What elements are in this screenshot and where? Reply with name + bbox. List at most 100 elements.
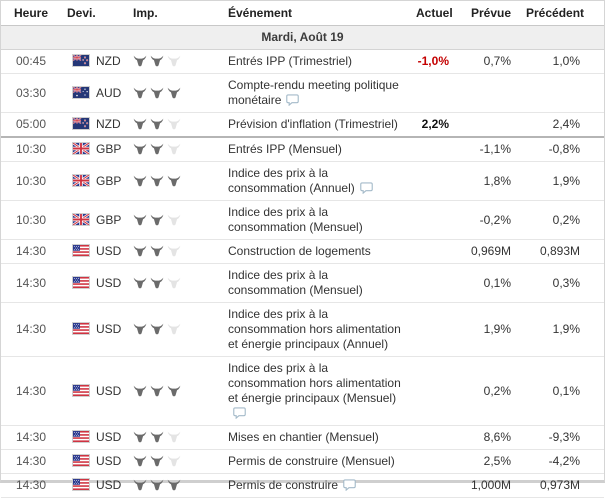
event-cell[interactable]: Indice des prix à la consommation hors a… [222, 356, 410, 426]
event-label[interactable]: Entrés IPP (Trimestriel) [228, 54, 353, 68]
bull-icon [150, 245, 164, 257]
forecast-value: 2,5% [458, 449, 520, 474]
bull-icon [167, 55, 181, 67]
event-row[interactable]: 14:30 USD Indice des prix à la consommatio… [1, 356, 604, 426]
currency-code: GBP [96, 173, 122, 188]
importance-cell [127, 200, 222, 240]
actual-value [410, 449, 458, 474]
column-header-importance: Imp. [127, 1, 222, 26]
bull-icon [167, 175, 181, 186]
forecast-value: 1,9% [458, 302, 520, 357]
event-row[interactable]: 14:30 USD Indice des prix à la consommatio… [1, 263, 604, 303]
actual-value [410, 425, 458, 450]
event-label[interactable]: Indice des prix à la consommation (Annue… [228, 166, 355, 195]
previous-value: 2,4% [520, 112, 604, 138]
event-label[interactable]: Mises en chantier (Mensuel) [228, 430, 379, 444]
event-time: 03:30 [1, 73, 61, 113]
column-header-devise: Devi. [61, 1, 127, 26]
previous-value: 0,1% [520, 356, 604, 426]
currency-code: USD [96, 478, 122, 492]
bull-icon [133, 87, 147, 98]
actual-value [410, 239, 458, 264]
bull-icon [167, 245, 181, 257]
column-header-prevue: Prévue [458, 1, 520, 26]
event-cell[interactable]: Construction de logements [222, 239, 410, 264]
event-label[interactable]: Indice des prix à la consommation hors a… [228, 361, 401, 405]
event-label[interactable]: Construction de logements [228, 244, 371, 258]
event-time: 14:30 [1, 302, 61, 357]
importance-cell [127, 473, 222, 498]
event-label[interactable]: Permis de construire [228, 478, 339, 492]
currency-code: AUD [96, 85, 122, 100]
currency-cell: USD [61, 302, 127, 357]
comment-bubble-icon[interactable] [233, 407, 246, 419]
event-cell[interactable]: Permis de construire [222, 473, 410, 498]
us-flag [72, 322, 90, 335]
column-header-precedent: Précédent [520, 1, 604, 26]
currency-cell: GBP [61, 161, 127, 201]
uk-flag [72, 142, 90, 155]
event-row[interactable]: 10:30 GBP Entrés IPP (Mensuel) -1,1% -0,8% [1, 137, 604, 162]
us-flag [72, 383, 90, 397]
column-header-row: Heure Devi. Imp. Événement Actuel Prévue… [1, 1, 604, 26]
previous-value: 0,2% [520, 200, 604, 240]
event-label[interactable]: Prévision d'inflation (Trimestriel) [228, 117, 398, 131]
forecast-value: 1,000M [458, 473, 520, 498]
previous-value: 0,3% [520, 263, 604, 303]
event-row[interactable]: 03:30 AUD Compte-rendu meeting politique m… [1, 73, 604, 113]
currency-cell: NZD [61, 112, 127, 138]
currency-code: USD [96, 454, 122, 468]
importance-cell [127, 356, 222, 426]
event-time: 14:30 [1, 356, 61, 426]
event-row[interactable]: 14:30 USD Indice des prix à la consommatio… [1, 302, 604, 357]
event-row[interactable]: 14:30 USD Mises en chantier (Mensuel) 8,6% -… [1, 425, 604, 450]
event-row[interactable]: 14:30 USD Permis de construire (Mensuel) 2,… [1, 449, 604, 474]
forecast-value: 1,8% [458, 161, 520, 201]
event-cell[interactable]: Compte-rendu meeting politique monétaire [222, 73, 410, 113]
importance-cell [127, 137, 222, 162]
event-cell[interactable]: Prévision d'inflation (Trimestriel) [222, 112, 410, 138]
currency-cell: USD [61, 263, 127, 303]
forecast-value: -0,2% [458, 200, 520, 240]
bull-icon [133, 323, 147, 335]
bull-icon [133, 245, 147, 257]
currency-code: USD [96, 275, 122, 290]
actual-value [410, 137, 458, 162]
event-cell[interactable]: Mises en chantier (Mensuel) [222, 425, 410, 450]
event-cell[interactable]: Indice des prix à la consommation hors a… [222, 302, 410, 357]
comment-bubble-icon[interactable] [286, 94, 300, 106]
event-cell[interactable]: Permis de construire (Mensuel) [222, 449, 410, 474]
event-time: 00:45 [1, 49, 61, 74]
actual-value: -1,0% [410, 49, 458, 74]
event-label[interactable]: Indice des prix à la consommation (Mensu… [228, 268, 363, 297]
event-label[interactable]: Indice des prix à la consommation (Mensu… [228, 205, 363, 234]
event-row[interactable]: 05:00 NZD Prévision d'inflation (Trimestri… [1, 112, 604, 138]
previous-value: -9,3% [520, 425, 604, 450]
event-label[interactable]: Entrés IPP (Mensuel) [228, 142, 342, 156]
event-cell[interactable]: Indice des prix à la consommation (Mensu… [222, 263, 410, 303]
event-cell[interactable]: Entrés IPP (Trimestriel) [222, 49, 410, 74]
event-row[interactable]: 14:30 USD Construction de logements 0,969M 0… [1, 239, 604, 264]
actual-value [410, 263, 458, 303]
event-row[interactable]: 14:30 USD Permis de construire 1,000M 0,973M [1, 473, 604, 498]
event-row[interactable]: 10:30 GBP Indice des prix à la consommatio… [1, 200, 604, 240]
event-row[interactable]: 00:45 NZD Entrés IPP (Trimestriel) -1,0% 0,7… [1, 49, 604, 74]
currency-cell: USD [61, 239, 127, 264]
comment-bubble-icon[interactable] [359, 182, 373, 194]
bull-icon [150, 431, 164, 443]
event-label[interactable]: Indice des prix à la consommation hors a… [228, 307, 401, 351]
bull-icon [150, 479, 164, 491]
event-label[interactable]: Permis de construire (Mensuel) [228, 454, 395, 468]
event-time: 14:30 [1, 449, 61, 474]
event-label[interactable]: Compte-rendu meeting politique monétaire [228, 78, 399, 107]
event-cell[interactable]: Indice des prix à la consommation (Mensu… [222, 200, 410, 240]
event-cell[interactable]: Indice des prix à la consommation (Annue… [222, 161, 410, 201]
new-zealand-flag [72, 117, 90, 130]
event-row[interactable]: 10:30 GBP Indice des prix à la consommatio… [1, 161, 604, 201]
comment-bubble-icon[interactable] [343, 479, 356, 491]
previous-value: 1,9% [520, 161, 604, 201]
event-cell[interactable]: Entrés IPP (Mensuel) [222, 137, 410, 162]
currency-cell: USD [61, 425, 127, 450]
bull-icon [150, 55, 164, 67]
forecast-value: 0,2% [458, 356, 520, 426]
